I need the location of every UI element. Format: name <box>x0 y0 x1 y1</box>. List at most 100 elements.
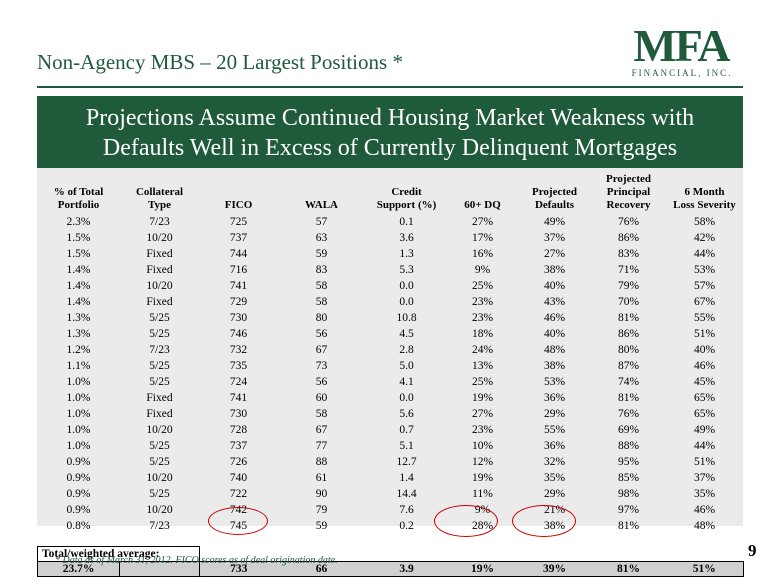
table-row: 1.0% 5/25 737 77 5.1 10% 36% 88% 44% <box>38 438 744 454</box>
table-cell: 10.8 <box>396 312 417 324</box>
table-cell: 25% <box>471 280 494 292</box>
slide-title: Non-Agency MBS – 20 Largest Positions * <box>37 50 403 74</box>
table-cell: 1.5% <box>66 232 91 244</box>
total-cell: 19% <box>447 560 518 577</box>
table-cell: 58 <box>315 296 328 308</box>
column-header-line: WALA <box>304 199 338 211</box>
table-cell: 46% <box>693 360 716 372</box>
table-cell: 40% <box>543 328 566 340</box>
table-cell: 49% <box>543 216 566 228</box>
column-header: Credit Support (%) <box>366 168 448 214</box>
table-cell: 0.9% <box>66 472 91 484</box>
table-cell: 7.6 <box>399 504 414 516</box>
table-row: 2.3% 7/23 725 57 0.1 27% 49% 76% 58% <box>38 214 744 230</box>
table-cell: 732 <box>229 344 248 356</box>
table-cell: 18% <box>471 328 494 340</box>
table-cell: 741 <box>229 280 248 292</box>
table-cell: 45% <box>693 376 716 388</box>
table-cell: 61 <box>315 472 328 484</box>
table-cell: 0.1 <box>399 216 414 228</box>
table-cell: 88 <box>315 456 328 468</box>
table-cell: 23% <box>471 296 494 308</box>
table-cell: 1.0% <box>66 408 91 420</box>
table-cell: Fixed <box>146 408 173 420</box>
table-cell: 16% <box>471 248 494 260</box>
table-cell: 4.5 <box>399 328 414 340</box>
table-row: 0.9% 10/20 740 61 1.4 19% 35% 85% 37% <box>38 470 744 486</box>
table-cell: Fixed <box>146 248 173 260</box>
table-cell: 37% <box>693 472 716 484</box>
banner-line-1: Projections Assume Continued Housing Mar… <box>85 105 695 131</box>
table-cell: 1.2% <box>66 344 91 356</box>
totals-row: 23.7% 733 66 3.9 19% 39% 81% 51% <box>37 560 744 577</box>
total-cell: 51% <box>665 560 744 577</box>
table-cell: 740 <box>229 472 248 484</box>
table-cell: 38% <box>543 360 566 372</box>
table-cell: 0.2 <box>399 520 414 532</box>
table-cell: 12.7 <box>396 456 417 468</box>
column-header-line <box>202 186 276 199</box>
total-label: Total/weighted average: <box>37 545 200 561</box>
table-row: 1.3% 5/25 730 80 10.8 23% 46% 81% 55% <box>38 310 744 326</box>
table-cell: 5.1 <box>399 440 414 452</box>
column-header: Collateral Type <box>120 168 200 214</box>
table-cell: 0.9% <box>66 456 91 468</box>
table-cell: 10/20 <box>146 504 173 516</box>
table-cell: 14.4 <box>396 488 417 500</box>
table-cell: 2.3% <box>66 216 91 228</box>
table-row: 1.0% 5/25 724 56 4.1 25% 53% 74% 45% <box>38 374 744 390</box>
table-cell: 5.6 <box>399 408 414 420</box>
table-cell: 10/20 <box>146 280 173 292</box>
table-cell: 80 <box>315 312 328 324</box>
table-cell: 9% <box>474 264 491 276</box>
table-cell: 737 <box>229 232 248 244</box>
table-cell: 79 <box>315 504 328 516</box>
table-cell: 56 <box>315 376 328 388</box>
total-cell: 39% <box>517 560 592 577</box>
total-cell: 23.7% <box>37 560 120 577</box>
table-cell: 57 <box>315 216 328 228</box>
table-cell: 86% <box>617 232 640 244</box>
table-cell: 7/23 <box>149 344 170 356</box>
header-divider <box>37 86 743 88</box>
table-cell: 10/20 <box>146 232 173 244</box>
table-cell: 0.0 <box>399 280 414 292</box>
table-row: 1.4% 10/20 741 58 0.0 25% 40% 79% 57% <box>38 278 744 294</box>
table-cell: 67 <box>315 344 328 356</box>
total-cell: 733 <box>199 560 278 577</box>
table-cell: 48% <box>693 520 716 532</box>
table-cell: 1.1% <box>66 360 91 372</box>
table-cell: 53% <box>693 264 716 276</box>
table-cell: 60 <box>315 392 328 404</box>
company-logo: MFA FINANCIAL, INC. <box>612 20 742 82</box>
table-cell: 5/25 <box>149 456 170 468</box>
table-cell: 1.4% <box>66 280 91 292</box>
table-cell: 87% <box>617 360 640 372</box>
table-row: 1.5% 10/20 737 63 3.6 17% 37% 86% 42% <box>38 230 744 246</box>
table-cell: 49% <box>693 424 716 436</box>
table-cell: 725 <box>229 216 248 228</box>
column-header-line: Defaults <box>534 199 575 211</box>
table-cell: 95% <box>617 456 640 468</box>
table-cell: 35% <box>543 472 566 484</box>
table-cell: 0.0 <box>399 392 414 404</box>
table-cell: 1.4% <box>66 296 91 308</box>
table-cell: 65% <box>693 392 716 404</box>
table-cell: 46% <box>693 504 716 516</box>
column-header-line: 60+ DQ <box>464 199 501 211</box>
table-cell: 2.8 <box>399 344 414 356</box>
table-spacer <box>38 534 744 546</box>
logo-mark: MFA <box>633 20 730 71</box>
table-cell: 27% <box>543 248 566 260</box>
table-cell: 38% <box>543 264 566 276</box>
table-cell: 53% <box>543 376 566 388</box>
table-cell: 67% <box>693 296 716 308</box>
table-cell: 37% <box>543 232 566 244</box>
column-header-line: Projected <box>606 173 651 185</box>
column-header-line: Collateral <box>135 186 184 198</box>
table-cell: 81% <box>617 520 640 532</box>
table-body: 2.3% 7/23 725 57 0.1 27% 49% 76% 58% 1.5% 10/20 737… <box>38 214 744 534</box>
table-cell: 51% <box>693 456 716 468</box>
table-cell: 29% <box>543 488 566 500</box>
total-cell <box>119 560 200 577</box>
